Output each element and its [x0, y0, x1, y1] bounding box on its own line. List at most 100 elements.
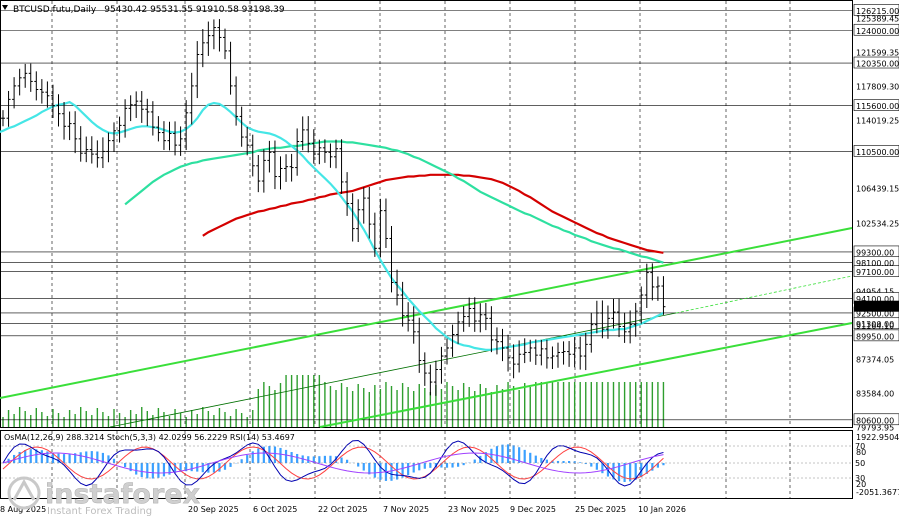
- price-bar: [350, 193, 355, 242]
- price-bar: [89, 136, 94, 164]
- price-bar: [544, 339, 549, 369]
- price-label: 102534.25: [856, 219, 899, 228]
- price-bar: [461, 306, 466, 332]
- price-bar: [195, 41, 200, 99]
- price-bar: [67, 111, 72, 141]
- price-label: 115600.00: [856, 102, 899, 111]
- price-bar: [167, 121, 172, 151]
- price-label: 121599.35: [856, 48, 899, 57]
- price-bar: [23, 63, 28, 88]
- price-bar: [422, 352, 427, 386]
- price-label: 80600.00: [856, 416, 894, 425]
- price-bar: [322, 139, 327, 163]
- price-bar: [622, 312, 627, 343]
- price-bar: [256, 154, 261, 193]
- price-label: 97100.00: [856, 268, 894, 277]
- price-bar: [78, 126, 83, 162]
- price-bar: [450, 324, 455, 357]
- price-bar: [517, 340, 522, 373]
- price-label: 89950.00: [856, 332, 894, 341]
- price-bar: [395, 269, 400, 306]
- price-bar: [572, 337, 577, 368]
- price-bar: [467, 297, 472, 327]
- price-bar: [489, 306, 494, 353]
- price-bar: [445, 338, 449, 365]
- price-label: 125389.45: [856, 14, 899, 23]
- price-bar: [583, 332, 588, 371]
- price-bar: [556, 342, 560, 368]
- price-bar: [611, 298, 616, 329]
- price-bar: [62, 101, 67, 140]
- rsi-line: [2, 452, 664, 474]
- price-bar: [605, 305, 610, 339]
- price-bar: [334, 139, 338, 169]
- current-price-tag: [854, 300, 899, 312]
- price-label: 99300.00: [856, 248, 894, 257]
- price-bar: [600, 300, 605, 339]
- price-bar: [189, 72, 194, 125]
- price-bar: [150, 101, 155, 136]
- price-bar: [306, 116, 311, 153]
- svg-text:Instant Forex Trading: Instant Forex Trading: [47, 506, 152, 517]
- price-bar: [250, 134, 255, 177]
- osc-level-label: 30: [855, 474, 865, 483]
- price-tag: [853, 265, 899, 277]
- price-bar: [400, 281, 405, 327]
- ema-mid-line: [124, 140, 664, 264]
- price-bar: [284, 154, 289, 182]
- price-bar: [661, 276, 666, 315]
- stoch-main-line: [2, 440, 664, 487]
- price-bar: [528, 339, 533, 362]
- price-bar: [500, 328, 505, 362]
- price-bar: [389, 225, 394, 293]
- price-label: 94100.00: [856, 295, 894, 304]
- price-bar: [50, 84, 55, 119]
- price-bar: [594, 300, 599, 334]
- channel-lower-line: [319, 322, 853, 428]
- price-bar: [112, 122, 116, 152]
- price-bar: [123, 99, 128, 138]
- price-bar: [39, 79, 44, 104]
- price-label: 83584.00: [856, 389, 894, 398]
- price-tag: [853, 4, 899, 16]
- osc-scale-mid: 80: [856, 448, 866, 457]
- instaforex-logo: instaforex Instant Forex Trading: [7, 476, 200, 517]
- date-label: 20 Sep 2025: [188, 505, 239, 514]
- price-bar: [339, 139, 344, 194]
- price-label: 91300.00: [856, 320, 894, 329]
- price-bar: [356, 199, 361, 242]
- price-bar: [639, 286, 644, 324]
- price-bar: [511, 344, 516, 379]
- price-bars: [1, 19, 666, 396]
- price-bar: [106, 132, 111, 163]
- price-bar: [100, 137, 105, 169]
- date-label: 10 Jan 2026: [638, 505, 686, 514]
- price-bar: [173, 121, 178, 156]
- stoch-signal-line: [2, 446, 664, 480]
- price-tag: [853, 56, 899, 69]
- price-bar: [633, 302, 638, 337]
- price-bar: [478, 303, 483, 333]
- horizontal-levels: [1, 10, 852, 421]
- price-bar: [311, 129, 316, 164]
- osc-scale-low: 20: [856, 480, 866, 489]
- price-bar: [378, 198, 383, 258]
- price-bar: [211, 19, 216, 50]
- price-bar: [184, 100, 189, 151]
- ema-slow-line: [202, 173, 664, 254]
- price-bar: [134, 91, 139, 118]
- collapse-arrow-icon[interactable]: [2, 5, 8, 10]
- price-bar: [245, 126, 250, 156]
- price-bar: [139, 91, 144, 123]
- price-bar: [206, 21, 211, 56]
- price-bar: [28, 63, 33, 92]
- price-bar: [34, 71, 39, 101]
- price-label: 91164.10: [856, 321, 894, 330]
- price-bar: [295, 128, 300, 176]
- price-bar: [117, 116, 122, 143]
- price-bar: [550, 346, 555, 370]
- price-bar: [223, 28, 227, 60]
- price-bar: [383, 198, 388, 248]
- price-bar: [483, 302, 488, 331]
